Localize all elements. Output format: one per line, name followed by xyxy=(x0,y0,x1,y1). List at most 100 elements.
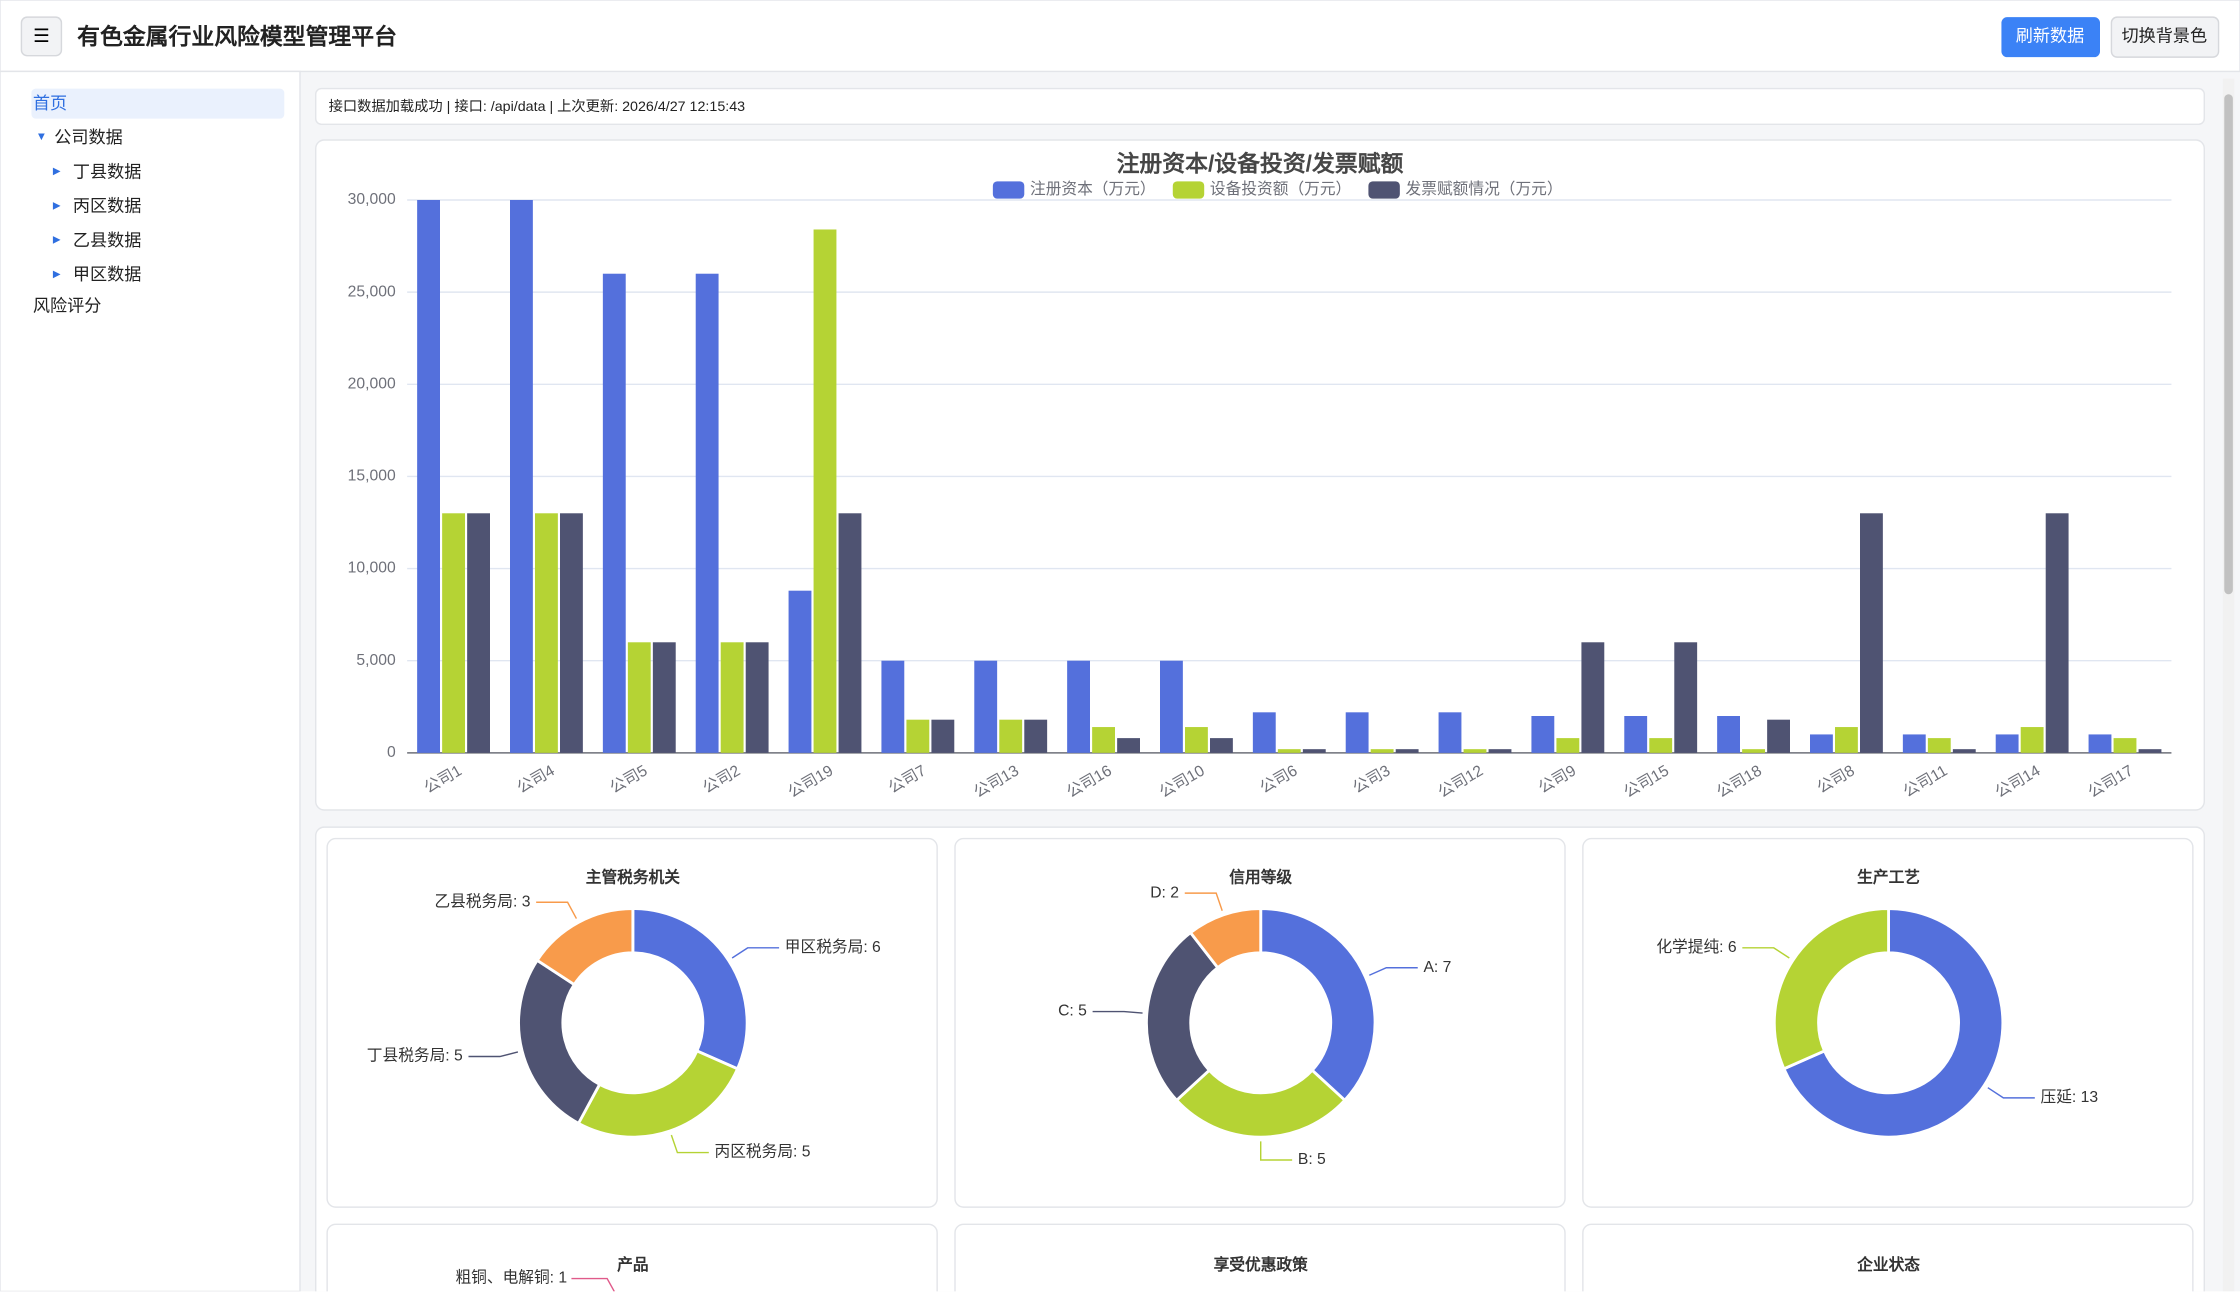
chart-title: 主管税务机关 xyxy=(586,868,681,887)
y-tick-label: 30,000 xyxy=(348,191,396,208)
bar xyxy=(788,590,812,753)
nav-item[interactable]: 乙县数据 xyxy=(73,230,142,250)
bar xyxy=(2045,513,2069,753)
nav-item[interactable]: 公司数据 xyxy=(54,127,122,147)
bar xyxy=(1927,738,1951,753)
donut-panel xyxy=(954,837,1566,1208)
sidebar xyxy=(0,70,301,1293)
legend-swatch xyxy=(1368,181,1400,199)
chart-title: 信用等级 xyxy=(1229,868,1292,887)
bar xyxy=(602,273,626,753)
bar xyxy=(1995,734,2019,753)
nav-item[interactable]: 丙区数据 xyxy=(73,196,142,216)
donut-slice xyxy=(631,907,749,1071)
active-item xyxy=(31,88,285,119)
bar xyxy=(2113,738,2137,753)
bar xyxy=(838,513,862,753)
chart-title: 生产工艺 xyxy=(1857,868,1920,887)
bar xyxy=(1809,734,1833,753)
donut-panel xyxy=(1582,837,2194,1208)
bar xyxy=(931,719,955,753)
bar xyxy=(2138,749,2162,753)
bar xyxy=(1067,660,1090,753)
bar xyxy=(1674,642,1698,753)
chart-title: 注册资本/设备投资/发票赋额 xyxy=(1117,151,1404,177)
legend-swatch xyxy=(992,181,1025,199)
y-tick-label: 0 xyxy=(387,744,396,761)
slice-label: 化学提纯: 6 xyxy=(1656,938,1737,956)
toggle-icon: ▶ xyxy=(53,269,61,280)
slice-label: 丁县税务局: 5 xyxy=(367,1047,463,1065)
bar xyxy=(1767,719,1790,753)
nav-item[interactable]: 丁县数据 xyxy=(73,161,142,181)
leader-line xyxy=(1742,947,1790,959)
legend-swatch xyxy=(1172,181,1205,199)
slice-label: C: 5 xyxy=(1058,1003,1087,1020)
donut-slice xyxy=(1145,931,1220,1102)
refresh-button[interactable] xyxy=(2001,17,2100,58)
nav-item[interactable]: 甲区数据 xyxy=(73,264,142,284)
menu-button[interactable] xyxy=(20,16,63,57)
toggle-icon: ▶ xyxy=(53,166,61,177)
bar xyxy=(720,642,744,753)
bar xyxy=(1024,719,1048,753)
bar xyxy=(1159,660,1183,753)
donut-slice xyxy=(517,958,601,1125)
bar xyxy=(1438,712,1462,753)
leader-line xyxy=(731,947,780,959)
slice-label: 丙区税务局: 5 xyxy=(715,1143,811,1161)
leader-line xyxy=(1987,1087,2035,1099)
bar xyxy=(1370,749,1394,753)
donut-slice xyxy=(1772,907,1890,1071)
bar xyxy=(1345,712,1369,753)
toggle-icon: ▶ xyxy=(53,235,61,246)
bar xyxy=(1463,749,1487,753)
bar xyxy=(627,642,651,753)
panel-title: 享受优惠政策 xyxy=(1214,1255,1309,1274)
leader-line xyxy=(670,1134,709,1154)
donut-slice xyxy=(1189,907,1263,970)
lower-panel xyxy=(954,1223,1566,1299)
bar xyxy=(1184,727,1208,753)
scrollbar xyxy=(2222,78,2235,1292)
bar xyxy=(695,273,719,753)
bar xyxy=(652,642,676,753)
bar xyxy=(1395,749,1419,753)
lower-panel xyxy=(1582,1223,2194,1299)
slice-label: B: 5 xyxy=(1298,1151,1326,1168)
slice-label: 粗铜、电解铜: 1 xyxy=(455,1269,567,1287)
slice-label: 压延: 13 xyxy=(2041,1088,2099,1106)
bar xyxy=(559,513,583,753)
bar xyxy=(467,513,490,753)
scroll-thumb[interactable] xyxy=(2224,94,2233,595)
app-title: 有色金属行业风险模型管理平台 xyxy=(77,24,397,50)
donut-slice xyxy=(1259,907,1377,1102)
leader-line xyxy=(571,1277,615,1292)
y-tick-label: 5,000 xyxy=(356,652,396,669)
subnav: ▶ 丁县数据 ▶ 丙区数据 ▶ 乙县数据 ▶ 甲区数据 xyxy=(53,161,141,284)
lower-panel xyxy=(326,1223,938,1299)
bar xyxy=(1531,715,1555,753)
refresh-label: 刷新数据 xyxy=(2016,26,2085,46)
header-bar xyxy=(0,0,2240,73)
donut-slice xyxy=(1782,907,2005,1139)
bar xyxy=(1556,738,1580,753)
bar xyxy=(813,229,837,753)
y-tick-label: 10,000 xyxy=(348,560,396,577)
slice-label: D: 2 xyxy=(1150,884,1179,901)
theme-button[interactable] xyxy=(2110,16,2220,58)
panel-title: 企业状态 xyxy=(1856,1255,1920,1274)
bar xyxy=(1717,715,1740,753)
bar xyxy=(2088,734,2112,753)
leader-line xyxy=(468,1051,519,1058)
bar xyxy=(745,642,769,753)
bar xyxy=(1581,642,1605,753)
bar xyxy=(906,719,930,753)
bar xyxy=(974,660,998,753)
nav-item[interactable]: 风险评分 xyxy=(33,296,102,316)
donut-slice xyxy=(577,1049,739,1139)
bar xyxy=(881,660,905,753)
nav-item[interactable]: 首页 xyxy=(33,93,67,113)
leader-line xyxy=(1184,892,1223,911)
bar xyxy=(1117,738,1140,753)
